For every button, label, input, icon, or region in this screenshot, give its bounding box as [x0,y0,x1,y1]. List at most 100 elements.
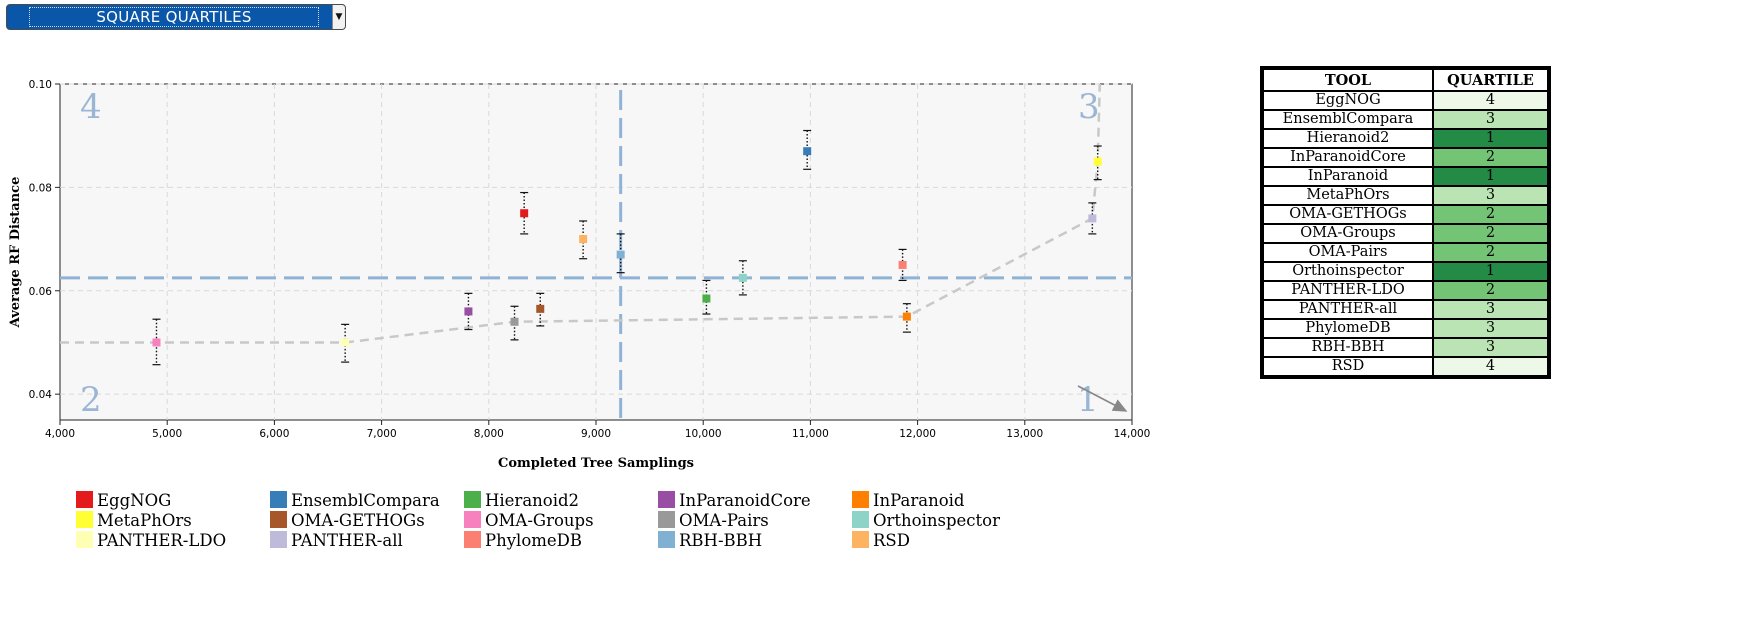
x-tick-label: 12,000 [899,428,936,440]
legend-label: PANTHER-all [291,531,403,550]
legend-item[interactable]: OMA-Pairs [658,511,769,531]
tool-cell: PANTHER-all [1261,299,1434,320]
data-point-metaphors[interactable] [1093,157,1102,166]
quartile-method-select[interactable]: SQUARE QUARTILES ▼ [6,4,346,30]
data-point-oma-gethogs[interactable] [536,304,545,313]
legend-swatch [658,531,675,548]
data-point-oma-pairs[interactable] [510,317,519,326]
tool-cell: EnsemblCompara [1261,109,1434,130]
data-points [152,147,1102,347]
legend-item[interactable]: OMA-GETHOGs [270,511,425,531]
table-row: PANTHER-LDO 2 [1261,280,1550,301]
data-point-inparanoid[interactable] [902,312,911,321]
table-row: OMA-Groups 2 [1261,223,1550,244]
x-axis-ticks: 4,000 5,000 6,000 7,000 8,000 9,000 10,000 11,0… [45,420,1150,440]
y-tick-label: 0.10 [29,79,52,91]
data-point-rsd[interactable] [579,235,588,244]
legend-label: InParanoid [873,491,965,510]
legend-item[interactable]: MetaPhOrs [76,511,192,531]
quadrant-arrow [1077,385,1128,412]
quartile-cell: 2 [1432,280,1550,301]
legend-swatch [270,531,287,548]
quartile-cell: 2 [1432,242,1550,263]
x-axis-label: Completed Tree Samplings [498,456,694,471]
legend-item[interactable]: InParanoidCore [658,491,811,511]
data-point-oma-groups[interactable] [152,338,161,347]
quartile-cell: 3 [1432,318,1550,339]
y-tick-label: 0.04 [29,389,53,401]
legend-swatch [852,531,869,548]
legend-item[interactable]: RSD [852,531,910,551]
legend-swatch [464,491,481,508]
legend-item[interactable]: Hieranoid2 [464,491,579,511]
quartile-cell: 2 [1432,223,1550,244]
data-point-panther-ldo[interactable] [341,338,350,347]
legend-label: Orthoinspector [873,511,1000,530]
legend-item[interactable]: OMA-Groups [464,511,594,531]
legend-item[interactable]: EnsemblCompara [270,491,440,511]
y-tick-label: 0.06 [29,286,53,298]
legend-swatch [270,491,287,508]
legend-label: PANTHER-LDO [97,531,227,550]
legend-label: PhylomeDB [485,531,583,550]
legend-label: MetaPhOrs [97,511,192,530]
chevron-down-icon[interactable]: ▼ [332,5,345,29]
x-tick-label: 8,000 [474,428,504,440]
x-tick-label: 14,000 [1114,428,1151,440]
legend-item[interactable]: PhylomeDB [464,531,582,551]
legend-swatch [76,531,93,548]
tool-cell: RBH-BBH [1261,337,1434,358]
quartile-cell: 4 [1432,90,1550,111]
x-tick-label: 4,000 [45,428,75,440]
quadrant-lines [60,90,1132,420]
legend-swatch [76,511,93,528]
table-row: MetaPhOrs 3 [1261,185,1550,206]
column-header-tool: TOOL [1261,67,1434,92]
table-row: RSD 4 [1261,356,1550,378]
tool-cell: PhylomeDB [1261,318,1434,339]
data-point-panther-all[interactable] [1088,214,1097,223]
column-header-quartile: QUARTILE [1432,67,1550,92]
legend-item[interactable]: PANTHER-LDO [76,531,226,551]
y-axis-ticks: 0.04 0.06 0.08 0.10 [29,79,60,401]
quartile-cell: 1 [1432,261,1550,282]
data-point-rbh-bbh[interactable] [616,250,625,259]
quadrant-label-3: 3 [1078,87,1100,127]
legend-item[interactable]: EggNOG [76,491,171,511]
plot-area [59,83,1133,421]
table-row: InParanoidCore 2 [1261,147,1550,168]
table-header-row: TOOL QUARTILE [1261,67,1550,92]
legend-item[interactable]: PANTHER-all [270,531,403,551]
data-point-ensemblcompara[interactable] [803,147,812,156]
table-row: Orthoinspector 1 [1261,261,1550,282]
legend-label: OMA-Groups [485,511,594,530]
data-point-hieranoid2[interactable] [702,294,711,303]
quartile-cell: 2 [1432,147,1550,168]
quartile-cell: 2 [1432,204,1550,225]
legend-item[interactable]: Orthoinspector [852,511,1000,531]
legend-label: OMA-Pairs [679,511,769,530]
legend-item[interactable]: InParanoid [852,491,964,511]
table-row: Hieranoid2 1 [1261,128,1550,149]
legend-swatch [270,511,287,528]
legend-swatch [658,491,675,508]
x-tick-label: 6,000 [259,428,289,440]
quadrant-label-2: 2 [80,380,102,420]
table-row: OMA-GETHOGs 2 [1261,204,1550,225]
x-tick-label: 9,000 [581,428,611,440]
legend-swatch [464,511,481,528]
data-point-eggnog[interactable] [520,209,529,218]
grid-lines [60,83,1132,420]
tool-cell: MetaPhOrs [1261,185,1434,206]
data-point-inparanoidcore[interactable] [464,307,473,316]
tool-cell: Orthoinspector [1261,261,1434,282]
data-point-orthoinspector[interactable] [738,273,747,282]
legend-swatch [76,491,93,508]
quadrant-label-1: 1 [1077,380,1099,420]
x-tick-label: 7,000 [367,428,397,440]
legend-label: EnsemblCompara [291,491,440,510]
data-point-phylomedb[interactable] [898,260,907,269]
scatter-chart: 4,000 5,000 6,000 7,000 8,000 9,000 10,000 11,0… [8,79,1150,471]
legend-item[interactable]: RBH-BBH [658,531,762,551]
select-value: SQUARE QUARTILES [29,7,319,27]
